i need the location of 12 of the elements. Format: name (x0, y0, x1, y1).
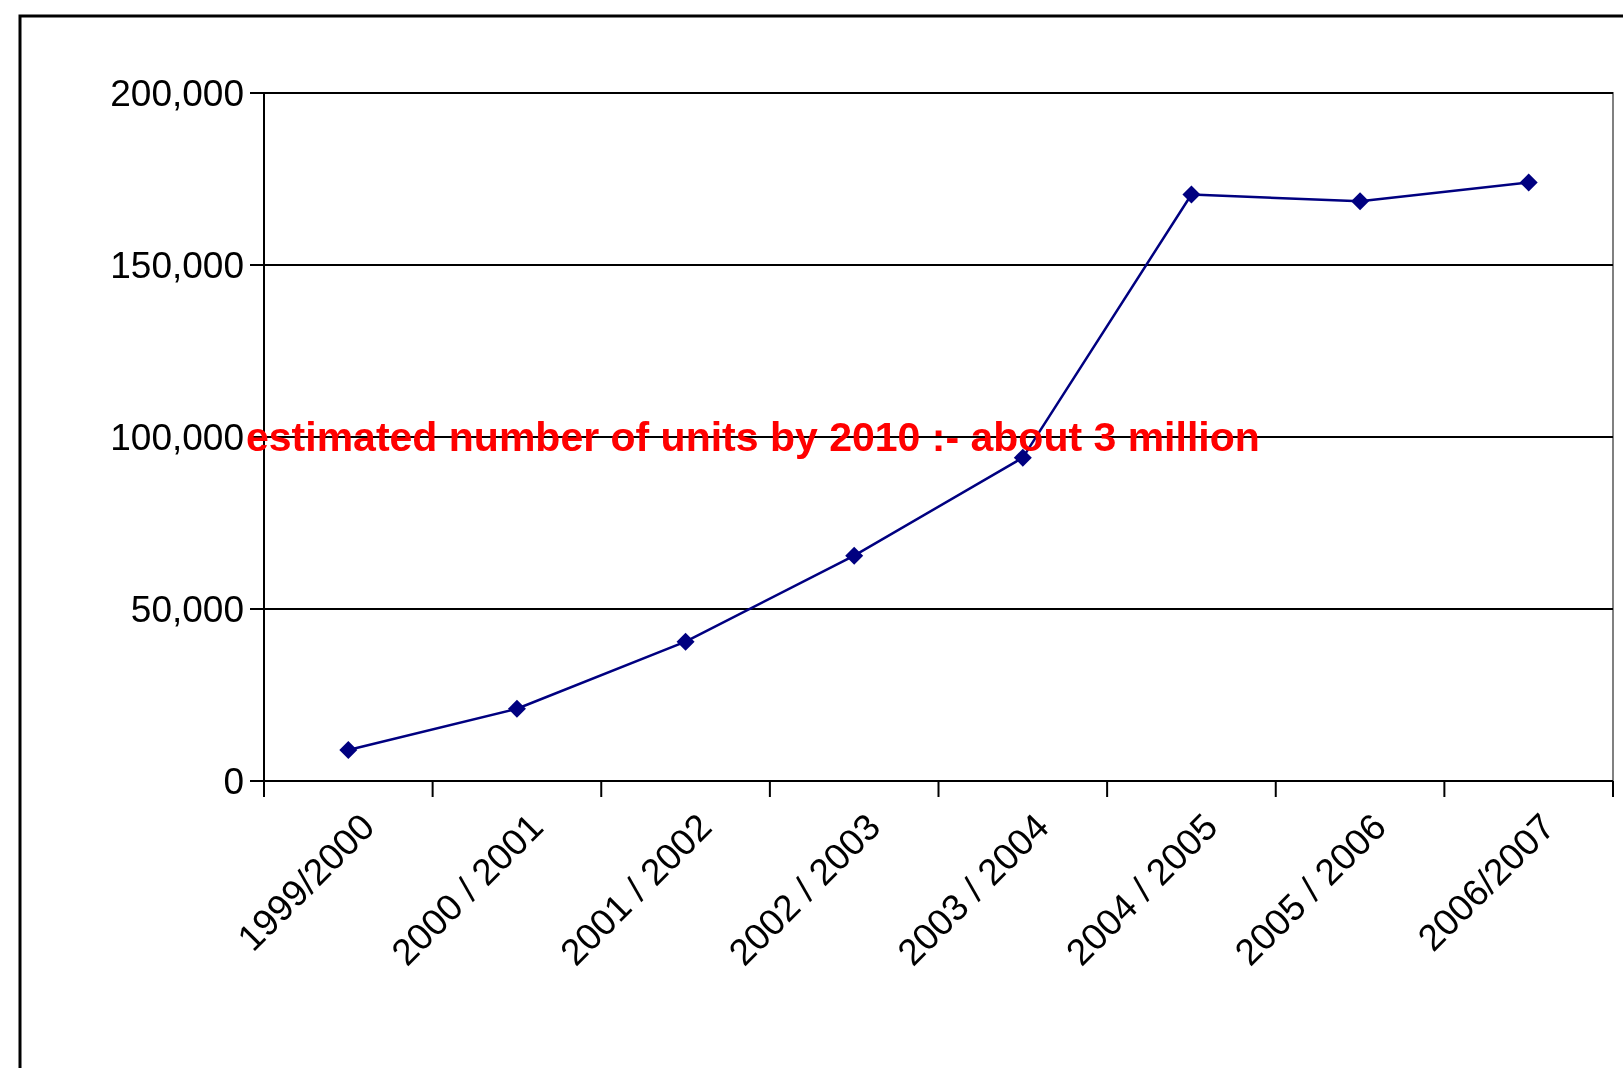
point (507, 699, 526, 718)
y-tick-label: 0 (223, 760, 244, 802)
point (1351, 192, 1370, 211)
y-tick-label: 50,000 (130, 588, 244, 630)
y-tick-label: 150,000 (110, 244, 244, 286)
point (1182, 185, 1201, 204)
y-tick-label: 100,000 (110, 416, 244, 458)
point (676, 632, 695, 651)
point (845, 546, 864, 565)
point (339, 741, 358, 760)
y-tick-label: 200,000 (110, 72, 244, 114)
point (1519, 173, 1538, 192)
